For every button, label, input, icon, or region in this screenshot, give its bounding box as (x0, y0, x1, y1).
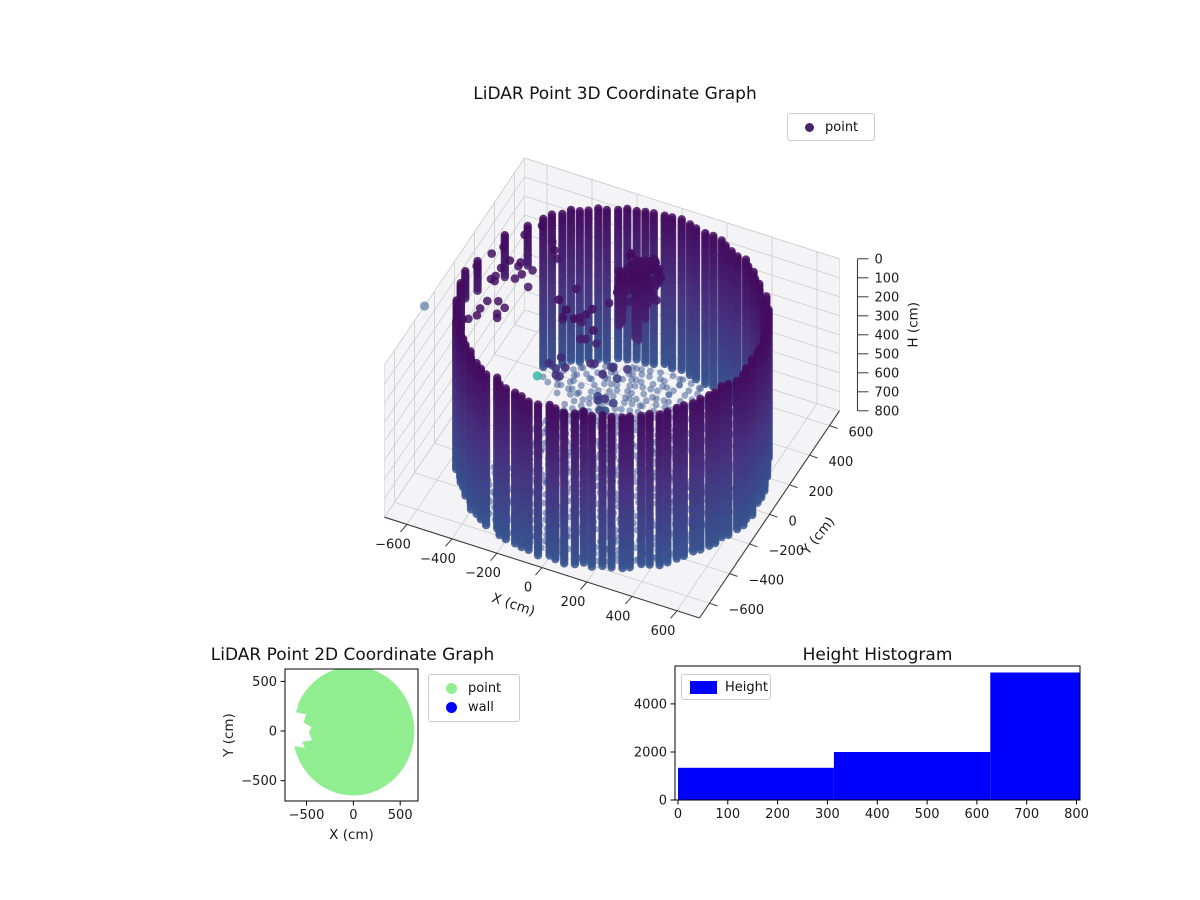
plot3d-legend-label: point (825, 119, 859, 135)
point-marker-icon (805, 122, 814, 132)
scan-gap (285, 704, 313, 753)
plot3d-legend: point (787, 113, 875, 141)
plot2d-title: LiDAR Point 2D Coordinate Graph (210, 645, 495, 665)
plot2d-legend-point-row: point (446, 681, 519, 696)
plot2d-legend: point wall (428, 674, 520, 722)
histogram-bars (678, 672, 1080, 800)
plot2d-legend-wall-row: wall (446, 700, 519, 715)
plot3d-title: LiDAR Point 3D Coordinate Graph (473, 84, 757, 104)
plot2d-points (285, 669, 415, 796)
histogram-title: Height Histogram (802, 645, 953, 665)
point-marker-icon (446, 683, 457, 694)
plot2d-legend-point-label: point (468, 681, 502, 696)
plot3d-points (419, 204, 773, 573)
histogram-legend: Height (681, 674, 771, 700)
histogram-legend-label: Height (725, 679, 768, 695)
wall-marker-icon (446, 702, 457, 713)
height-swatch-icon (690, 680, 717, 694)
plot2d-legend-wall-label: wall (468, 700, 494, 715)
